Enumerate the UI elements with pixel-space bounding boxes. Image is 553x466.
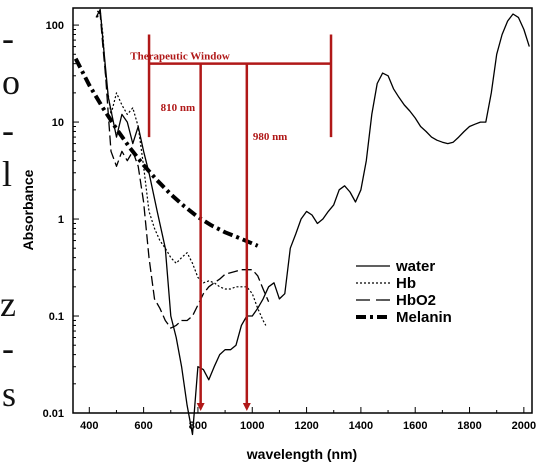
legend-label-water: water [395, 258, 435, 275]
plot-frame [72, 7, 533, 414]
series-line-water [95, 8, 530, 436]
wavelength-label-980: 980 nm [253, 131, 288, 143]
fragment-char: - [2, 328, 14, 368]
y-axis: 0.01 0.1 1 10 100 [43, 20, 79, 420]
therapeutic-window-label: Therapeutic Window [130, 51, 230, 63]
annotations: Therapeutic Window 810 nm 980 nm [130, 34, 333, 411]
series-line-hbo2 [96, 10, 270, 329]
series-group [73, 8, 530, 436]
x-tick-label: 1200 [294, 420, 318, 432]
x-tick-label: 1800 [457, 420, 481, 432]
legend-label-hb: Hb [396, 275, 416, 292]
fragment-char: o [2, 62, 20, 102]
x-tick-label: 1000 [240, 420, 264, 432]
series-line-hb [96, 10, 267, 326]
cropped-text-fragment: - o - l z - s [0, 0, 40, 466]
y-tick-label: 0.01 [43, 408, 64, 420]
y-tick-label: 10 [52, 117, 64, 129]
series-line-melanin [73, 57, 259, 248]
fragment-char: - [2, 18, 14, 58]
y-axis-title: Absorbance [20, 169, 36, 250]
legend-label-melanin: Melanin [396, 309, 452, 326]
x-tick-label: 2000 [512, 420, 536, 432]
legend-label-hbo2: HbO2 [396, 292, 436, 309]
y-tick-label: 1 [58, 214, 64, 226]
x-tick-label: 400 [80, 420, 98, 432]
fragment-char: s [2, 374, 17, 414]
x-axis: 400 600 800 1000 1200 1400 1600 1800 2000 [80, 407, 536, 432]
fragment-char: z [0, 284, 16, 324]
x-tick-label: 600 [134, 420, 152, 432]
y-tick-label: 0.1 [49, 311, 64, 323]
x-tick-label: 1400 [349, 420, 373, 432]
y-tick-label: 100 [46, 20, 64, 32]
x-axis-title: wavelength (nm) [246, 446, 357, 462]
wavelength-label-810: 810 nm [161, 102, 196, 114]
fragment-char: - [2, 110, 14, 150]
x-tick-label: 1600 [403, 420, 427, 432]
fragment-char: l [2, 154, 13, 194]
